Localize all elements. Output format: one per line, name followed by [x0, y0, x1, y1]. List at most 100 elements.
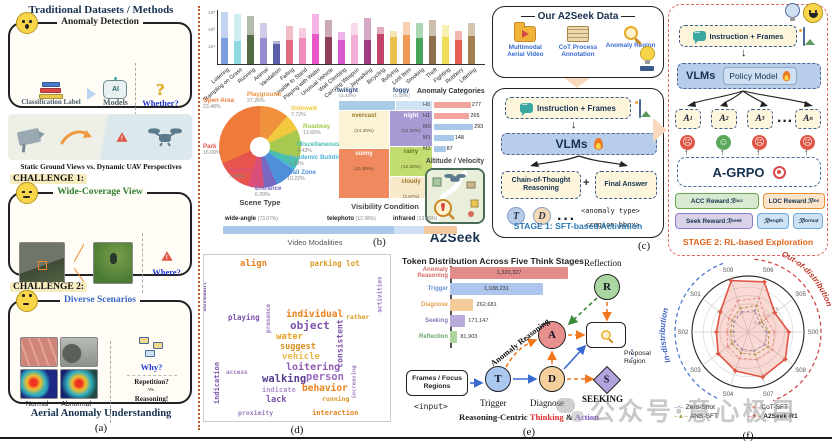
treemap-label: sunny [355, 151, 373, 157]
altitude-bar [434, 145, 446, 152]
scenario-grid: Normal Abnormal [19, 337, 98, 408]
classification-label: Classification Label [21, 97, 81, 106]
anomaly-region-magnifier-icon [623, 26, 638, 40]
panel-b-statistics: 10³ 10² 10¹ Loitering Trampling on Grass Runn… [203, 4, 489, 254]
data-item: Anomaly Region [605, 26, 657, 58]
cloud-word: running [322, 395, 350, 403]
diverse-scenarios-title: Diverse Scenarios [10, 295, 190, 305]
diagnose-node: D [539, 366, 565, 392]
treemap-block-foggy [396, 101, 432, 110]
legend-marker: –▲– [674, 412, 688, 420]
modality-pct: (73.07%) [257, 216, 278, 222]
idea-icons [785, 3, 823, 23]
rose-segment-label: Miscellaneous 4.43% [297, 141, 340, 154]
bar-subset [312, 33, 319, 64]
treemap-outside-label: foggy (1.15%) [393, 88, 410, 99]
token-bar-row: Reflection 81,903 [402, 330, 588, 343]
cot-annotation-icon [566, 26, 589, 42]
token-bar-row: Trigger 1,038,231 [402, 282, 588, 295]
altitude-bar-label: H0 [423, 101, 431, 108]
token-stage-label: Diagnose [420, 301, 448, 308]
rose-segment-pct: 16.09% [203, 149, 221, 156]
rose-segment-label: Rooftop 7.58% [229, 167, 253, 180]
treemap-pct: (12.35%) [401, 165, 421, 170]
treemap-block-night: night (12.33%) [390, 111, 432, 146]
input-tag: <input> [414, 402, 448, 411]
flame-icon [593, 138, 603, 150]
stage1-label: STAGE 1: SFT-based Activation [513, 221, 643, 231]
token-bar: 1,320,327 [450, 266, 568, 279]
token-stage-label: Trigger [427, 285, 448, 292]
reasoning-wordcloud: align parking lot movement activities playin… [203, 254, 391, 422]
altitude-bar-row: H1 265 [423, 111, 489, 120]
treemap-label: night [403, 113, 419, 119]
smug-face-icon [16, 182, 38, 204]
legend-item-Zero-Shot: –•– Zero-Shot [674, 404, 748, 411]
bar-subset [338, 39, 345, 64]
altitude-bar-row: M1 148 [423, 133, 489, 142]
scene-type-rose-chart: Playground 27.26% Sidewalk 7.72% Roadway 13.6… [203, 91, 345, 214]
rose-segment-pct: 4.43% [297, 147, 312, 154]
curved-arrow-icon [60, 130, 93, 145]
anomaly-categories-title: Anomaly Categories [417, 88, 485, 95]
caption-c: (c) [638, 240, 651, 252]
cloud-word: proximity [238, 409, 274, 417]
radar-chart: S09 S06 S05 S00 S08 S07 S04 S03 S02 S01 0.40.50.6O… [658, 250, 832, 402]
rose-segment-pct: 7.72% [291, 111, 306, 118]
altitude-bar-row: H0 277 [423, 100, 489, 109]
rose-segment-pct: 1.29% [289, 160, 304, 167]
radar-axis-label: S08 [795, 368, 806, 374]
reflection-label: Reflection [584, 258, 622, 268]
panel-d-wordcloud: align parking lot movement activities playin… [203, 254, 393, 436]
panel-f-radar: S09 S06 S05 S00 S08 S07 S04 S03 S02 S01 0.40.50.6O… [658, 250, 832, 444]
stage2-box: Instruction + Frames ↓ VLMs Policy Model… [668, 3, 828, 256]
track-scene-thumbnail [19, 337, 58, 367]
x-axis [217, 64, 485, 65]
cloud-word: individual [286, 309, 344, 320]
radar-axis-label: S03 [690, 368, 701, 374]
bar-total [221, 11, 228, 64]
ellipsis: ··· [777, 113, 793, 130]
person-blob [110, 253, 118, 264]
normal-heatmap-thumbnail [19, 369, 58, 399]
altitude-velocity-title: Altitude / Velocity [425, 158, 485, 165]
models-group: AI Models [103, 77, 128, 108]
radar-axis-label: S00 [808, 330, 819, 336]
visibility-title: Visibility Condition [351, 202, 419, 211]
bar-total [234, 13, 241, 64]
altitude-bar [434, 134, 454, 141]
legend-label: CoT-SFT [761, 404, 789, 411]
rose-segment-pct: 13.65% [303, 129, 321, 136]
legend-marker: –•– [674, 404, 684, 411]
modality-segment-telephoto [393, 226, 425, 234]
trigger-token-circle: T [507, 207, 525, 225]
modality-pct: (13.95%) [417, 216, 438, 222]
token-bar: 262,681 [450, 298, 497, 311]
trigger-label: Trigger [480, 398, 507, 408]
token-bar-value: 1,038,231 [483, 285, 509, 292]
insight-reader-icon [640, 46, 655, 71]
seek-magnifier-icon [601, 330, 611, 340]
anomaly-categories-bar-chart: 10³ 10² 10¹ Loitering Trampling on Grass Runn… [203, 4, 489, 103]
why-group: Why? Repetition? vs. Reasoning! [123, 337, 181, 404]
cloud-word: object [290, 319, 330, 332]
lightbulb-plus-icon [785, 3, 800, 21]
legend-item-A2Seek-R1: –★– A2Seek-R1 [748, 412, 822, 421]
token-bar: 81,903 [450, 330, 477, 343]
wide-coverage-box: Wide-Coverage View Where? [8, 182, 192, 293]
cloud-word: parking lot [310, 259, 360, 268]
altitude-bar-label: H1 [423, 112, 431, 119]
a-grpo-box: A-GRPO [677, 157, 821, 187]
modality-label: telephoto (12.98%) [327, 216, 376, 222]
flame-icon [782, 70, 790, 82]
cloud-word: loitering [286, 362, 341, 373]
rose-segment-label: Sidewalk 7.72% [291, 105, 318, 118]
rose-segment-label: Park 16.09% [203, 143, 221, 156]
caption-d: (d) [290, 424, 304, 436]
panel-a-header: Traditional Datasets / Methods [28, 4, 174, 16]
token-stage-label: Reflection [418, 333, 448, 340]
treemap-outside-pct: (1.15%) [393, 94, 410, 99]
